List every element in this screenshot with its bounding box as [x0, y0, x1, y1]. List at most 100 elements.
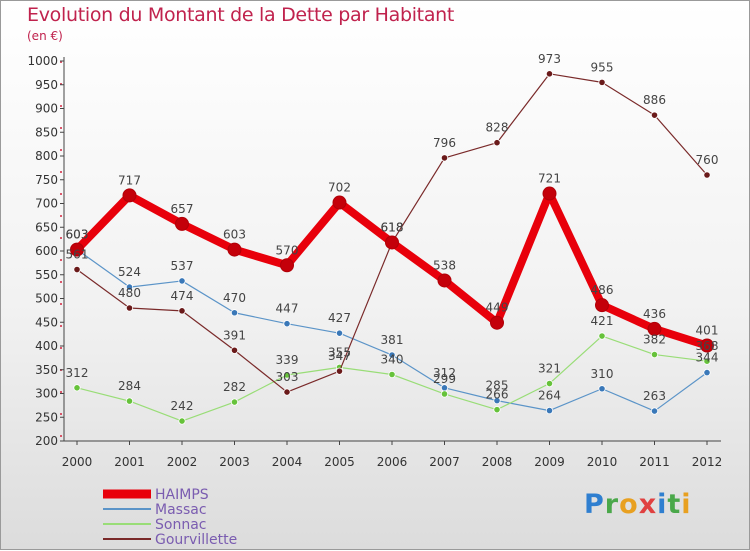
data-label: 321 [538, 362, 561, 376]
data-point [283, 388, 291, 396]
data-label: 480 [118, 286, 141, 300]
data-point [73, 265, 81, 274]
y-tick-label: 800 [35, 149, 58, 163]
data-point [545, 379, 554, 388]
data-point [230, 309, 239, 317]
data-label: 702 [328, 181, 351, 195]
data-point [125, 283, 134, 291]
data-label: 828 [486, 121, 509, 135]
data-point [73, 384, 81, 392]
data-label: 436 [643, 307, 666, 321]
data-point [178, 417, 186, 425]
proxiti-logo: Proxiti [584, 489, 692, 520]
x-tick-label: 2000 [62, 455, 93, 469]
data-label: 401 [696, 324, 719, 338]
data-label: 266 [486, 388, 509, 402]
data-point [178, 307, 186, 315]
x-tick-label: 2002 [167, 455, 198, 469]
data-label: 524 [118, 265, 141, 279]
x-tick-label: 2009 [534, 455, 565, 469]
y-tick-label: 850 [35, 125, 58, 139]
data-label: 368 [696, 339, 719, 353]
chart-unit-label: (en €) [27, 29, 63, 43]
data-label: 381 [381, 333, 404, 347]
data-point [335, 367, 344, 375]
y-tick-label: 750 [35, 173, 58, 187]
y-tick-label: 1000 [27, 54, 58, 68]
data-point [598, 332, 606, 340]
data-label: 312 [433, 366, 456, 380]
data-label: 796 [433, 136, 456, 150]
x-tick-label: 2003 [219, 455, 250, 469]
data-label: 382 [643, 333, 666, 347]
data-point [647, 321, 662, 336]
data-point [70, 242, 84, 257]
y-tick-label: 250 [35, 410, 58, 424]
data-label: 282 [223, 380, 246, 394]
data-point [388, 351, 396, 359]
data-label: 344 [696, 351, 719, 365]
data-label: 427 [328, 311, 351, 325]
data-point [703, 171, 711, 179]
x-tick-label: 2006 [377, 455, 408, 469]
data-label: 242 [171, 399, 194, 413]
data-point [650, 407, 659, 415]
legend-label-haimps: HAIMPS [155, 487, 209, 503]
data-point [227, 242, 242, 257]
data-label: 284 [118, 379, 141, 393]
data-point [385, 235, 399, 250]
data-point [178, 277, 186, 285]
legend-label-sonnac: Sonnac [155, 517, 206, 533]
data-label: 303 [276, 370, 299, 384]
data-point [125, 304, 134, 312]
data-point [598, 385, 606, 393]
x-tick-label: 2011 [639, 455, 670, 469]
data-label: 538 [433, 258, 456, 272]
data-label: 263 [643, 389, 666, 403]
data-label: 470 [223, 291, 246, 305]
data-label: 657 [171, 202, 194, 216]
data-point [650, 111, 659, 119]
x-tick-label: 2012 [692, 455, 723, 469]
data-label: 310 [591, 367, 614, 381]
data-point [493, 139, 501, 147]
data-label: 340 [381, 353, 404, 367]
data-point [595, 298, 609, 313]
data-label: 537 [171, 259, 194, 273]
data-label: 474 [171, 289, 194, 303]
data-point [493, 397, 501, 405]
data-label: 886 [643, 93, 666, 107]
data-point [283, 320, 291, 328]
data-point [388, 370, 396, 379]
data-point [490, 315, 504, 330]
data-point [598, 78, 606, 86]
data-label: 603 [66, 228, 89, 242]
data-label: 449 [486, 301, 509, 315]
data-label: 355 [328, 345, 351, 359]
data-point [493, 406, 501, 414]
legend-label-gourvillette: Gourvillette [155, 532, 237, 548]
data-label: 973 [538, 52, 561, 66]
y-tick-label: 700 [35, 197, 58, 211]
y-tick-label: 450 [35, 315, 58, 329]
data-point [335, 329, 344, 337]
data-point [650, 350, 659, 359]
data-label: 721 [538, 172, 561, 186]
data-label: 760 [696, 153, 719, 167]
data-label: 618 [381, 220, 404, 234]
data-label: 299 [433, 372, 456, 386]
data-label: 447 [276, 302, 299, 316]
legend-label-massac: Massac [155, 502, 207, 518]
x-tick-label: 2005 [324, 455, 355, 469]
data-label: 312 [66, 366, 89, 380]
data-point [700, 338, 714, 353]
data-label: 603 [223, 228, 246, 242]
y-tick-label: 650 [35, 220, 58, 234]
chart-title: Evolution du Montant de la Dette par Hab… [27, 4, 455, 26]
data-label: 347 [328, 349, 351, 363]
data-point [230, 398, 239, 406]
y-tick-label: 300 [35, 387, 58, 401]
y-tick-label: 400 [35, 339, 58, 353]
y-tick-label: 200 [35, 434, 58, 448]
